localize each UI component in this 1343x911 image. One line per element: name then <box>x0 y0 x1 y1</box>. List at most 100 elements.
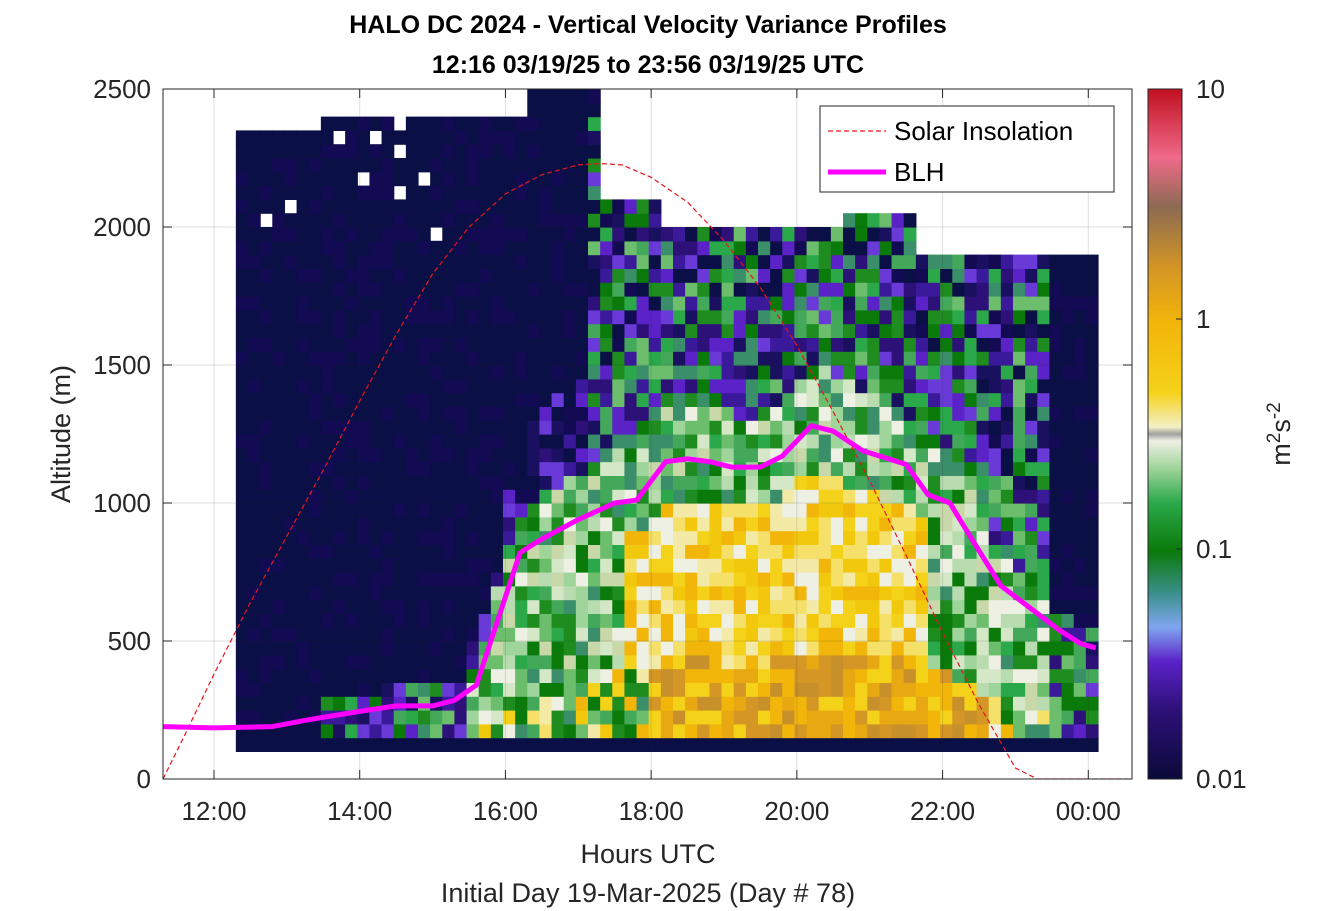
heatmap-cell <box>660 489 674 504</box>
heatmap-cell <box>272 296 286 311</box>
heatmap-cell <box>503 475 516 490</box>
heatmap-cell <box>588 378 601 394</box>
x-tick-label: 12:00 <box>181 796 246 826</box>
heatmap-cell <box>418 654 431 670</box>
heatmap-cell <box>867 599 881 614</box>
heatmap-cell <box>296 475 310 490</box>
heatmap-cell <box>891 420 905 435</box>
heatmap-cell <box>745 503 759 518</box>
heatmap-cell <box>1061 503 1075 518</box>
heatmap-cell <box>758 296 771 311</box>
heatmap-cell <box>1061 365 1075 380</box>
heatmap-cell <box>381 737 395 752</box>
heatmap-cell <box>758 723 771 739</box>
heatmap-cell <box>782 489 796 504</box>
heatmap-cell <box>503 337 516 352</box>
heatmap-cell <box>551 351 565 366</box>
heatmap-cell <box>1073 696 1087 711</box>
heatmap-cell <box>1085 434 1099 449</box>
heatmap-cell <box>976 737 990 752</box>
heatmap-cell <box>405 392 419 407</box>
heatmap-cell <box>794 296 808 311</box>
heatmap-cell <box>721 585 735 601</box>
heatmap-cell <box>393 392 407 407</box>
heatmap-cell <box>454 613 468 628</box>
heatmap-cell <box>478 544 492 559</box>
heatmap-cell <box>600 378 613 394</box>
heatmap-cell <box>320 144 334 159</box>
heatmap-cell <box>1000 572 1014 587</box>
heatmap-cell <box>272 530 286 545</box>
heatmap-cell <box>551 392 565 407</box>
heatmap-cell <box>1000 599 1014 614</box>
heatmap-cell <box>988 585 1002 601</box>
heatmap-cell <box>903 516 917 532</box>
heatmap-cell <box>685 737 698 752</box>
heatmap-cell <box>503 240 516 256</box>
heatmap-cell <box>709 558 723 573</box>
heatmap-cell <box>454 489 468 504</box>
heatmap-cell <box>612 337 626 352</box>
heatmap-cell <box>248 227 261 242</box>
heatmap-cell <box>308 158 322 173</box>
heatmap-cell <box>393 682 407 697</box>
heatmap-cell <box>952 447 966 463</box>
heatmap-cell <box>636 213 650 228</box>
heatmap-cell <box>454 627 468 642</box>
heatmap-cell <box>855 323 868 338</box>
heatmap-cell <box>891 599 905 614</box>
heatmap-cell <box>296 599 310 614</box>
heatmap-cell <box>430 710 443 725</box>
heatmap-cell <box>248 185 261 200</box>
heatmap-cell <box>405 158 419 173</box>
heatmap-cell <box>248 641 261 656</box>
heatmap-cell <box>903 378 917 394</box>
heatmap-cell <box>624 240 638 256</box>
heatmap-cell <box>418 185 431 200</box>
heatmap-cell <box>260 668 273 683</box>
heatmap-cell <box>903 544 917 559</box>
heatmap-cell <box>490 227 504 242</box>
heatmap-cell <box>843 530 856 545</box>
heatmap-cell <box>818 544 832 559</box>
heatmap-cell <box>235 309 249 325</box>
heatmap-cell <box>333 199 346 214</box>
heatmap-cell <box>867 254 881 269</box>
heatmap-cell <box>1049 654 1063 670</box>
heatmap-cell <box>357 130 371 145</box>
heatmap-cell <box>296 365 310 380</box>
heatmap-cell <box>928 558 941 573</box>
heatmap-cell <box>867 420 881 435</box>
heatmap-cell <box>648 530 662 545</box>
heatmap-cell <box>588 337 601 352</box>
heatmap-cell <box>503 213 516 228</box>
heatmap-cell <box>964 613 978 628</box>
heatmap-cell <box>490 530 504 545</box>
heatmap-cell <box>1085 710 1099 725</box>
heatmap-cell <box>454 654 468 670</box>
heatmap-cell <box>636 613 650 628</box>
heatmap-cell <box>1013 544 1026 559</box>
heatmap-cell <box>745 558 759 573</box>
heatmap-cell <box>478 737 492 752</box>
heatmap-cell <box>624 323 638 338</box>
heatmap-cell <box>624 668 638 683</box>
heatmap-cell <box>818 530 832 545</box>
heatmap-cell <box>903 268 917 283</box>
heatmap-cell <box>248 268 261 283</box>
heatmap-cell <box>539 185 553 200</box>
heatmap-cell <box>673 710 686 725</box>
heatmap-cell <box>1025 392 1038 407</box>
heatmap-cell <box>1037 392 1051 407</box>
heatmap-cell <box>624 337 638 352</box>
heatmap-cell <box>770 723 783 739</box>
heatmap-cell <box>260 365 273 380</box>
heatmap-cell <box>272 158 286 173</box>
heatmap-cell <box>1049 503 1063 518</box>
heatmap-cell <box>660 558 674 573</box>
heatmap-cell <box>272 268 286 283</box>
heatmap-cell <box>248 323 261 338</box>
heatmap-cell <box>685 461 698 476</box>
heatmap-cell <box>490 641 504 656</box>
heatmap-cell <box>770 710 783 725</box>
